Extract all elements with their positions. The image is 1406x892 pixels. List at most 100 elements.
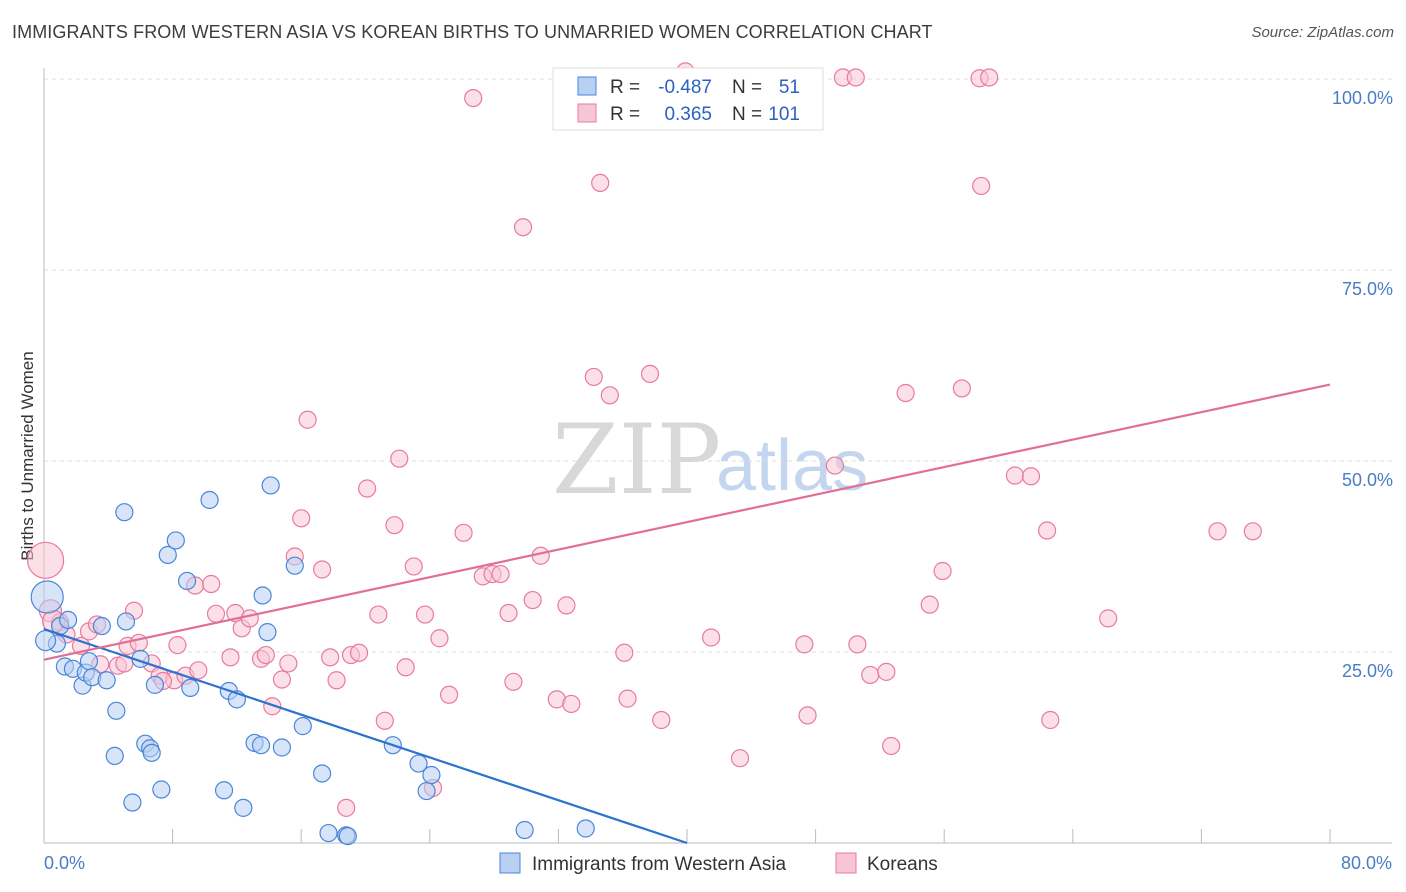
point-koreans: [415, 605, 435, 624]
y-tick-label: 50.0%: [1342, 470, 1393, 490]
point-western-asia: [35, 629, 57, 652]
point-koreans: [129, 633, 148, 652]
x-axis-ticks: [43, 829, 1331, 843]
point-koreans: [825, 456, 844, 475]
point-koreans: [848, 635, 867, 654]
point-western-asia: [177, 571, 197, 591]
legend-swatch-pink: [577, 103, 597, 123]
legend-box: [552, 67, 824, 131]
point-koreans: [279, 654, 298, 673]
point-koreans: [615, 643, 634, 662]
point-western-asia: [181, 678, 200, 698]
point-koreans: [390, 449, 409, 468]
point-koreans: [168, 636, 187, 655]
point-koreans: [618, 689, 637, 708]
correlation-legend: R = -0.487 N = 51 R = 0.365 N = 101: [552, 67, 824, 131]
trend-line-koreans: [43, 383, 1331, 661]
point-western-asia: [152, 780, 171, 799]
watermark-zip: ZIP: [552, 404, 721, 516]
point-koreans: [358, 479, 377, 498]
legend-n-label-blue: N =: [732, 77, 762, 98]
point-western-asia: [422, 765, 441, 785]
x-tick-label-max: 80.0%: [1341, 853, 1392, 873]
point-koreans: [369, 605, 388, 624]
point-koreans: [952, 379, 971, 398]
point-western-asia: [107, 701, 126, 720]
point-koreans: [877, 662, 896, 681]
series-immigrants-western-asia: [30, 476, 595, 846]
point-koreans: [504, 672, 523, 691]
point-koreans: [272, 670, 292, 689]
point-koreans: [464, 88, 483, 108]
point-western-asia: [166, 531, 185, 550]
point-koreans: [640, 364, 660, 384]
point-koreans: [523, 590, 542, 610]
point-koreans: [327, 671, 346, 690]
point-koreans: [189, 661, 208, 680]
point-koreans: [584, 367, 603, 387]
point-western-asia: [312, 764, 332, 783]
point-koreans: [702, 628, 721, 647]
point-western-asia: [115, 503, 134, 522]
point-western-asia: [576, 819, 595, 838]
point-koreans: [27, 541, 65, 579]
point-western-asia: [319, 823, 338, 843]
point-koreans: [513, 218, 533, 237]
point-koreans: [846, 68, 865, 87]
point-western-asia: [105, 746, 124, 766]
legend-r-value-pink: 0.365: [664, 104, 712, 125]
legend-r-label-blue: R =: [610, 77, 640, 98]
point-koreans: [600, 386, 619, 405]
point-koreans: [499, 603, 518, 623]
point-koreans: [557, 596, 576, 615]
series-legend-label-pink: Koreans: [867, 854, 938, 875]
legend-r-label-pink: R =: [610, 104, 640, 125]
point-koreans: [396, 658, 415, 677]
point-koreans: [385, 516, 404, 535]
point-koreans: [292, 509, 311, 528]
series-koreans: [27, 62, 1262, 817]
point-western-asia: [293, 717, 312, 736]
point-koreans: [1243, 522, 1262, 541]
y-tick-label: 25.0%: [1342, 661, 1393, 681]
point-koreans: [798, 706, 817, 725]
point-western-asia: [253, 586, 272, 605]
point-koreans: [933, 561, 952, 581]
watermark-atlas: atlas: [716, 426, 868, 506]
point-koreans: [337, 798, 356, 817]
point-koreans: [562, 694, 581, 714]
point-koreans: [1021, 467, 1041, 486]
point-koreans: [896, 383, 915, 403]
point-western-asia: [214, 781, 234, 800]
point-western-asia: [285, 556, 304, 575]
point-western-asia: [59, 610, 78, 630]
point-western-asia: [338, 827, 357, 846]
y-axis-label: Births to Unmarried Women: [18, 351, 37, 560]
point-western-asia: [409, 754, 428, 773]
point-western-asia: [258, 623, 277, 642]
point-koreans: [321, 648, 340, 667]
series-legend-label-blue: Immigrants from Western Asia: [532, 854, 787, 875]
point-koreans: [1005, 466, 1025, 485]
point-koreans: [1099, 609, 1118, 628]
trend-line-western-asia: [43, 628, 688, 845]
point-western-asia: [515, 820, 534, 840]
point-koreans: [491, 564, 510, 584]
legend-n-label-pink: N =: [732, 104, 762, 125]
point-western-asia: [272, 738, 292, 757]
point-koreans: [206, 604, 226, 623]
point-koreans: [439, 685, 459, 704]
point-koreans: [312, 560, 332, 579]
series-legend-swatch-pink: [835, 852, 857, 874]
point-koreans: [404, 557, 423, 576]
point-koreans: [1037, 521, 1057, 540]
chart-title: IMMIGRANTS FROM WESTERN ASIA VS KOREAN B…: [12, 22, 933, 42]
point-koreans: [349, 643, 369, 662]
point-koreans: [1208, 522, 1227, 541]
legend-n-value-pink: 101: [768, 104, 800, 125]
point-koreans: [795, 635, 814, 654]
point-koreans: [1041, 710, 1060, 730]
point-koreans: [730, 749, 750, 768]
point-koreans: [375, 711, 394, 730]
point-koreans: [263, 697, 282, 716]
